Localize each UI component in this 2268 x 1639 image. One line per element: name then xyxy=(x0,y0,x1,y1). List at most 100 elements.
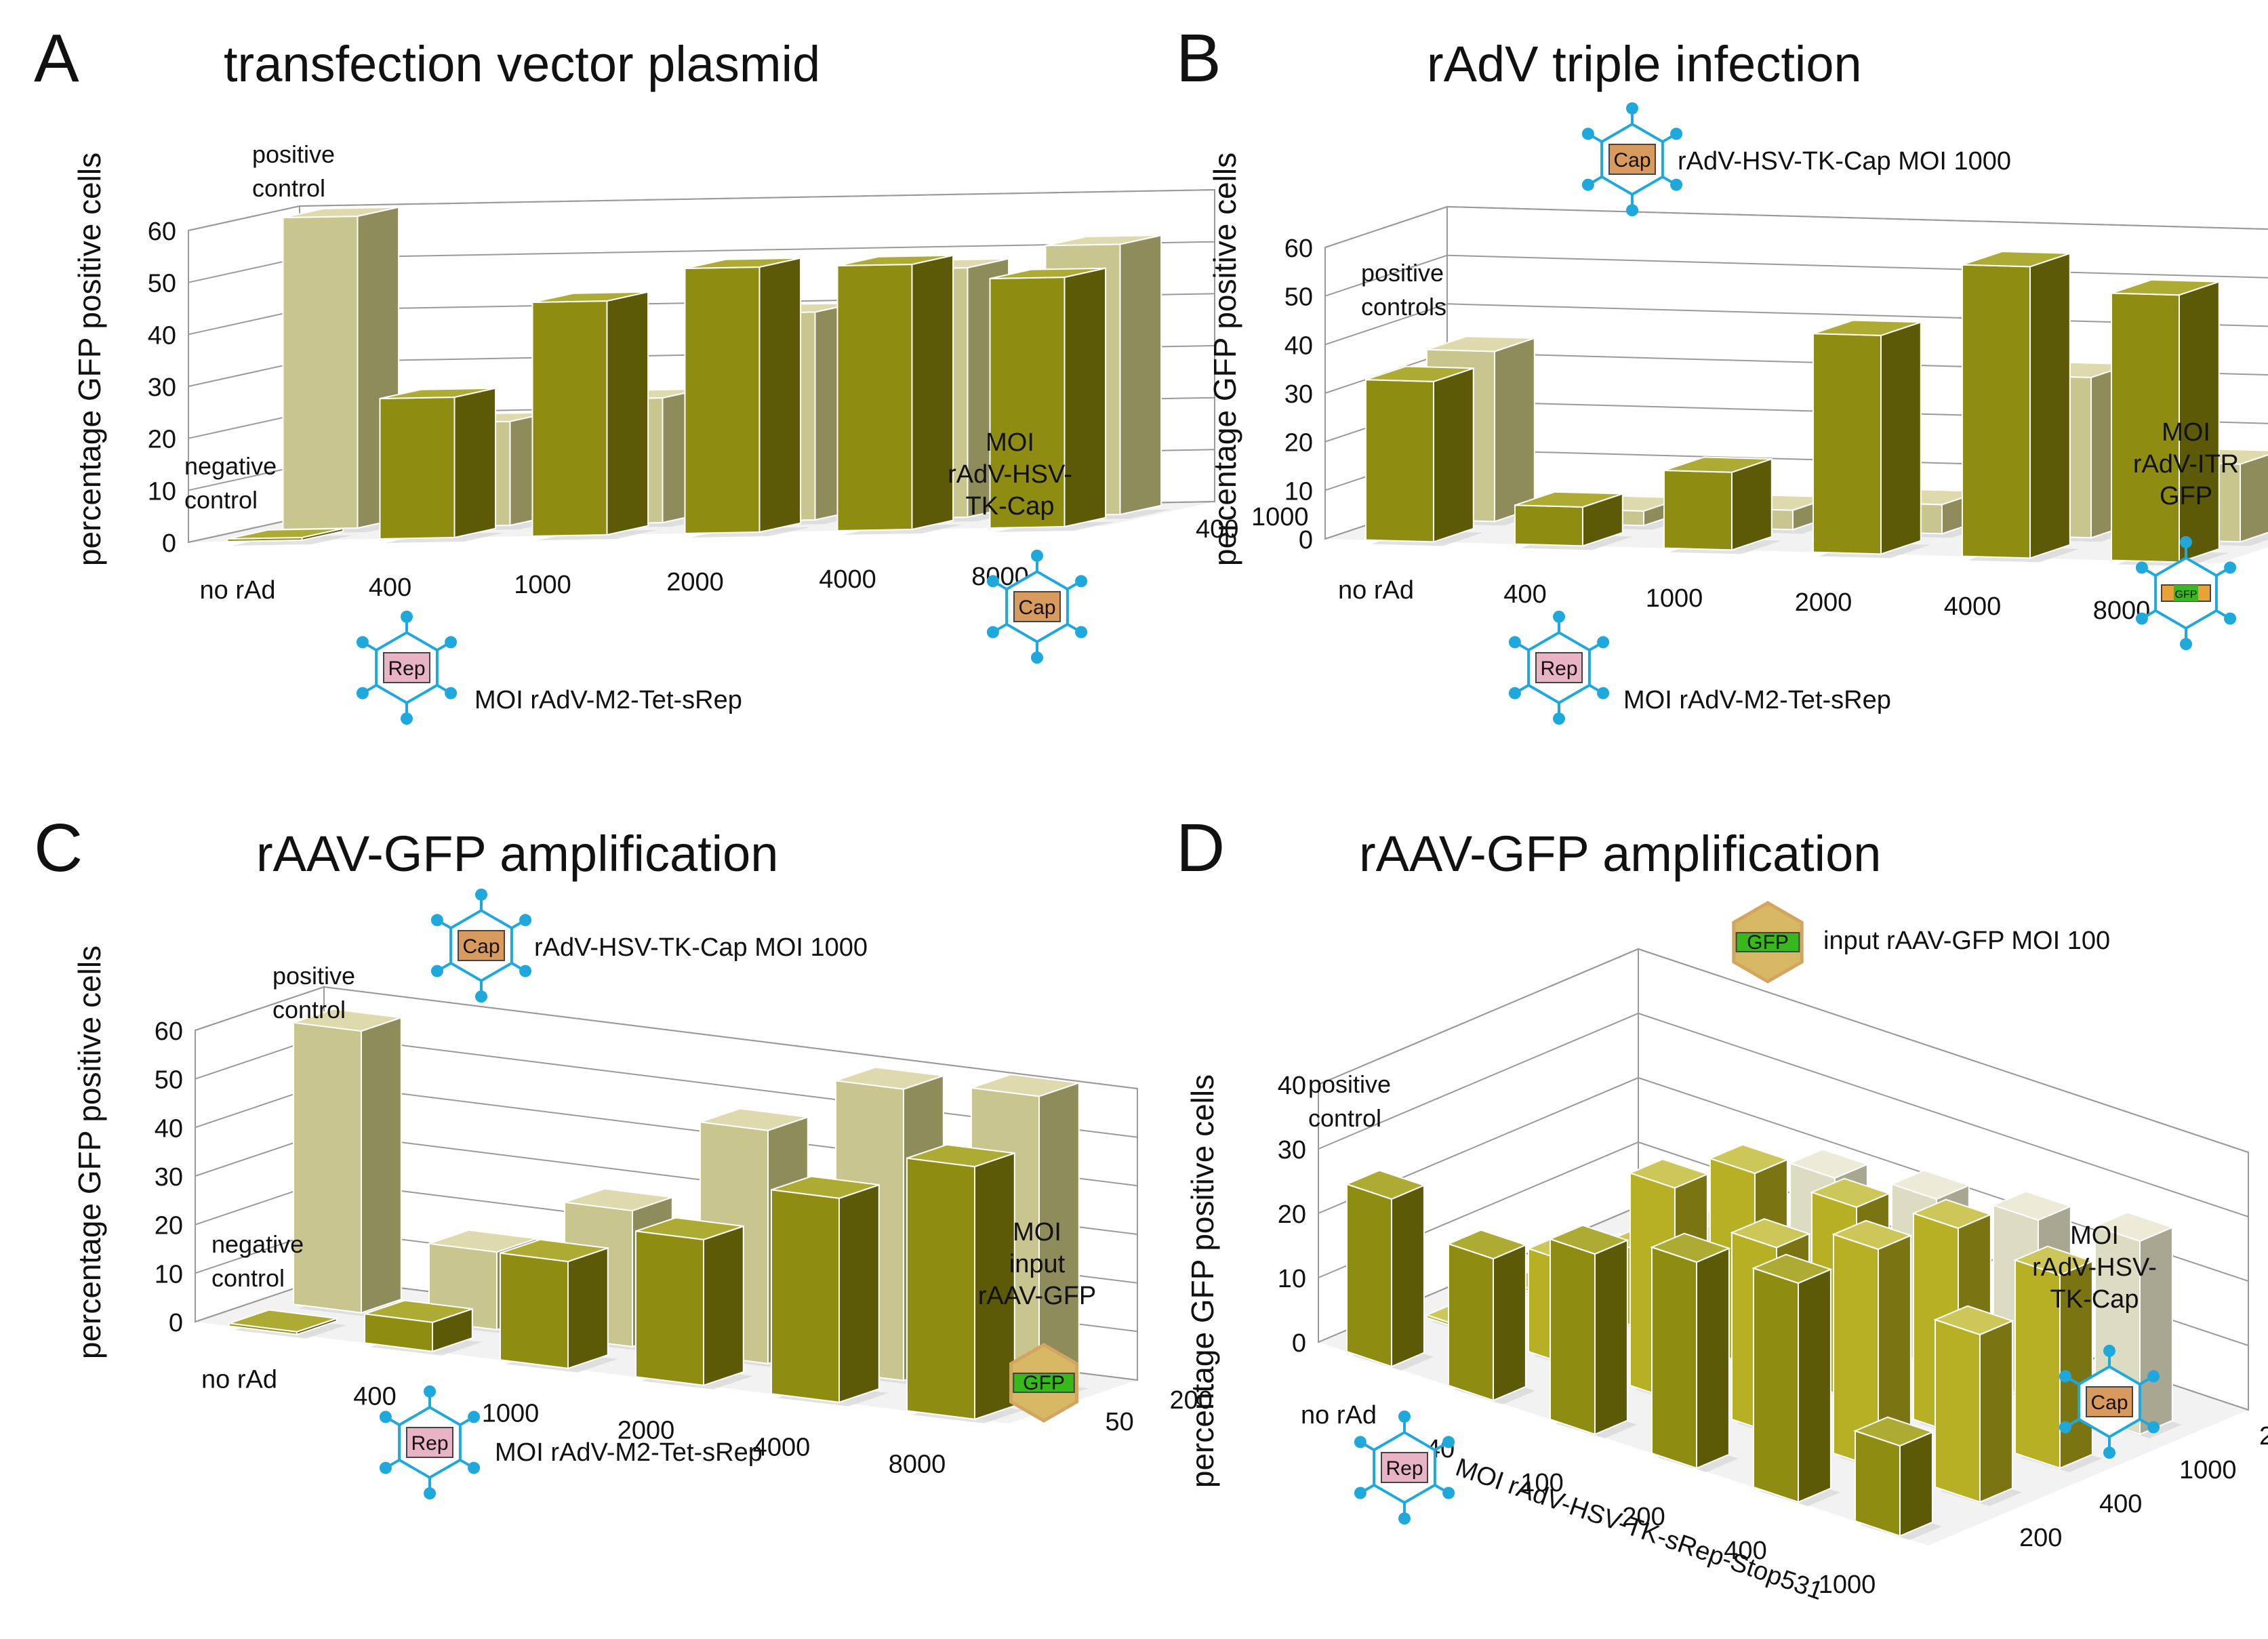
bar-side xyxy=(606,291,649,536)
spike-knob xyxy=(356,687,369,700)
spike-knob xyxy=(1553,610,1565,623)
bars xyxy=(228,1008,1089,1423)
y-tick-label: 30 xyxy=(1278,1136,1306,1165)
bar-front xyxy=(1448,1242,1494,1402)
bar-top xyxy=(1911,1198,1993,1230)
depth-axis-label-line-2: rAdV-ITR xyxy=(2133,450,2239,479)
bars xyxy=(1345,1144,2182,1540)
bar-top xyxy=(532,291,649,303)
bar-front xyxy=(500,1252,569,1369)
x-axis-label: MOI rAdV-M2-Tet-sRep xyxy=(1623,686,1891,714)
chart-title: rAAV-GFP amplification xyxy=(1359,826,1881,882)
bar-top xyxy=(1831,1219,1913,1251)
spike-knob xyxy=(2103,1344,2115,1357)
bar xyxy=(1650,1232,1739,1472)
bar-side xyxy=(1433,367,1474,543)
bar xyxy=(906,1144,1024,1423)
y-tick-label: 20 xyxy=(1284,429,1313,458)
bar-top xyxy=(2093,1211,2174,1242)
spike-knob xyxy=(445,687,458,700)
bar xyxy=(1813,319,1930,559)
virus-icon-cap: Cap xyxy=(1581,102,1683,217)
spike-knob xyxy=(1398,1410,1411,1423)
panel-letter-c: C xyxy=(34,810,83,886)
spike-knob xyxy=(986,626,999,639)
y-tick-label: 40 xyxy=(1278,1072,1306,1100)
bar-front xyxy=(1962,264,2031,559)
spike-knob xyxy=(2180,535,2192,548)
bar-top xyxy=(2013,1245,2094,1276)
y-tick-label: 10 xyxy=(155,1260,183,1289)
bar xyxy=(989,267,1116,532)
y-tick-label: 0 xyxy=(169,1309,183,1337)
x-tick-label: 100 xyxy=(1520,1469,1563,1497)
depth-tick-label: 1000 xyxy=(1251,503,1309,531)
spike-knob xyxy=(1626,204,1638,217)
bar-top xyxy=(283,206,399,218)
gridline xyxy=(1324,205,2268,248)
depth-axis-label-line-2: rAdV-HSV- xyxy=(948,460,1072,489)
bar-top xyxy=(1628,1158,1709,1189)
spike-knob xyxy=(1354,1486,1366,1499)
annotation-negative-control-line-2: control xyxy=(211,1264,285,1292)
virus-label: Rep xyxy=(1385,1457,1423,1480)
annotation-positive-control-line-1: positive xyxy=(252,140,335,168)
bar xyxy=(293,1008,411,1317)
spike-knob xyxy=(2224,612,2237,625)
bar-side xyxy=(911,254,954,531)
bar-side xyxy=(1594,1239,1628,1436)
bar-front xyxy=(282,215,359,531)
gridline xyxy=(1318,1012,2249,1217)
bar xyxy=(228,1309,346,1339)
virus-icon-rep: Rep xyxy=(1354,1410,1455,1525)
depth-axis-label-line-1: MOI xyxy=(2070,1221,2119,1250)
y-tick-label: 20 xyxy=(155,1212,183,1240)
genome-box xyxy=(406,1427,453,1458)
bar-top xyxy=(1813,319,1922,336)
spike-knob xyxy=(1031,651,1043,664)
spike-knob xyxy=(401,712,413,725)
bar-top xyxy=(228,1309,338,1333)
bar xyxy=(1962,250,2080,563)
virus-label: GFP xyxy=(1023,1372,1065,1394)
spike-knob xyxy=(424,1487,436,1500)
bar xyxy=(226,527,353,546)
spike-knob xyxy=(1553,712,1565,725)
bar xyxy=(364,1299,482,1356)
genome-box xyxy=(383,652,430,683)
bar-side xyxy=(453,387,497,539)
x-tick-label: 400 xyxy=(1724,1537,1766,1565)
annotation-positive-control-line-2: control xyxy=(1308,1104,1381,1132)
virus-icon-gfp: GFP xyxy=(2135,535,2237,651)
spike-knob xyxy=(379,1411,392,1423)
bar xyxy=(282,206,409,533)
bar-top xyxy=(1663,456,1773,473)
x-tick-label: 200 xyxy=(1622,1503,1665,1531)
y-tick-label: 40 xyxy=(1284,331,1313,360)
bar-front xyxy=(684,266,761,535)
spike-knob xyxy=(468,1461,481,1474)
bar xyxy=(1365,365,1483,546)
gridline xyxy=(195,986,1138,1089)
y-tick-label: 40 xyxy=(148,321,176,350)
spike-knob xyxy=(1075,575,1088,588)
spike-knob xyxy=(424,1385,436,1398)
annotation-positive-controls-line-1: positive xyxy=(1361,259,1444,287)
bar-top xyxy=(564,1188,673,1212)
panel-letter-d: D xyxy=(1176,810,1225,886)
bar-top xyxy=(293,1008,402,1032)
genome-box xyxy=(1608,144,1656,175)
genome-box xyxy=(1535,652,1583,683)
bar-side xyxy=(1979,1320,2013,1503)
bar-top xyxy=(685,257,801,269)
y-axis-label: percentage GFP positive cells xyxy=(1207,153,1242,566)
gridline xyxy=(1318,948,2249,1153)
x-tick-label: 4000 xyxy=(819,565,876,594)
bar xyxy=(1853,1416,1942,1540)
spike-knob xyxy=(430,965,443,977)
y-tick-label: 50 xyxy=(155,1066,183,1095)
annotation-negative-control-line-2: control xyxy=(184,486,258,514)
bar-side xyxy=(1119,234,1162,516)
